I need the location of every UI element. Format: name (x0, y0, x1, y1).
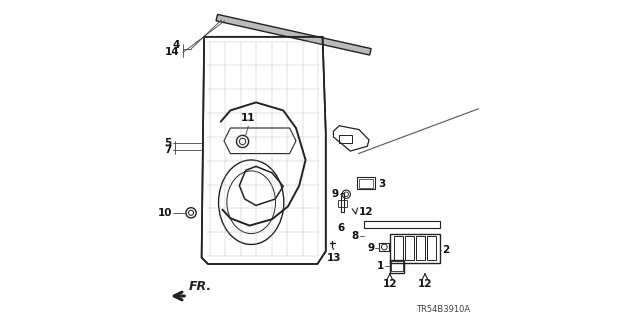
Bar (380, 243, 390, 251)
Text: 9: 9 (367, 243, 374, 253)
Bar (392, 261, 403, 271)
Text: 10: 10 (157, 208, 172, 218)
Text: 12: 12 (383, 279, 397, 289)
Text: 7: 7 (164, 145, 172, 156)
Bar (427, 236, 436, 260)
Text: 5: 5 (164, 138, 172, 148)
Polygon shape (216, 14, 371, 55)
Text: TR54B3910A: TR54B3910A (416, 305, 470, 314)
Bar (390, 234, 440, 263)
Bar (404, 236, 414, 260)
Bar (340, 193, 344, 212)
Text: FR.: FR. (189, 280, 212, 293)
Text: 8: 8 (352, 231, 359, 241)
Bar (357, 177, 375, 189)
Bar (339, 135, 352, 143)
Text: 14: 14 (165, 47, 180, 58)
Text: 13: 13 (326, 253, 341, 263)
Bar (416, 236, 426, 260)
Bar (390, 260, 404, 273)
Bar (359, 179, 374, 188)
Bar (394, 236, 403, 260)
Bar (364, 221, 440, 228)
Text: 12: 12 (359, 207, 374, 217)
Text: 1: 1 (377, 261, 384, 271)
Text: 9: 9 (332, 189, 339, 199)
Text: 2: 2 (442, 244, 449, 255)
Text: 6: 6 (337, 223, 344, 233)
Text: 11: 11 (241, 113, 255, 123)
Text: 4: 4 (172, 40, 180, 51)
Bar (339, 200, 347, 207)
Text: 3: 3 (378, 179, 385, 189)
Text: 12: 12 (418, 279, 432, 289)
